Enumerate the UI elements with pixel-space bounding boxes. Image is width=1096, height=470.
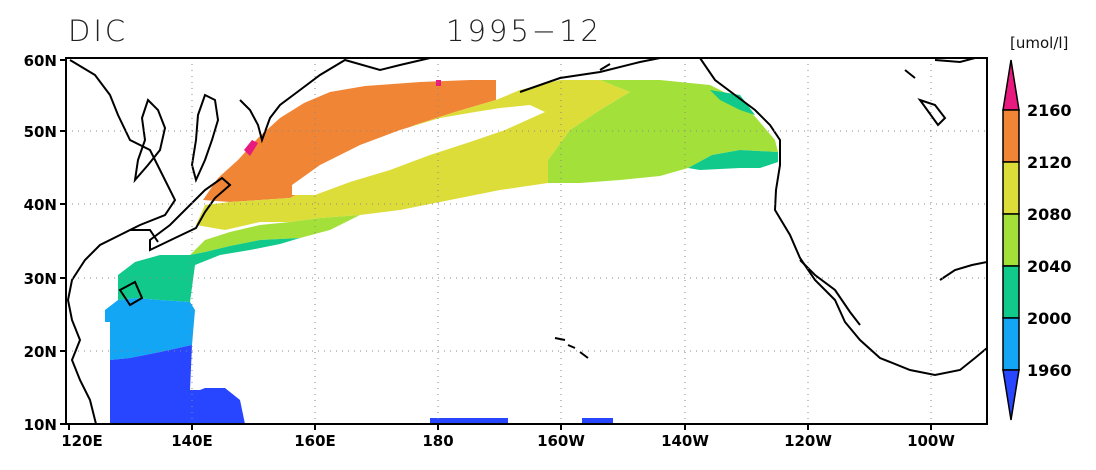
lat-tick-label: 60N xyxy=(24,52,57,70)
period-title: 1995−12 xyxy=(446,14,603,48)
dic-field xyxy=(66,58,987,424)
lon-tick-label: 160W xyxy=(537,432,585,450)
lat-tick-label: 40N xyxy=(24,196,57,214)
contour-1960-2000 xyxy=(105,298,195,360)
colorbar-label: 2120 xyxy=(1027,153,1072,172)
coastlines xyxy=(66,58,987,424)
colorbar-segment xyxy=(1002,317,1020,371)
lon-tick-label: 140W xyxy=(661,432,709,450)
lon-tick-label: 140E xyxy=(171,432,213,450)
contour-2120-2160 xyxy=(203,80,496,202)
contour-2000-2040 xyxy=(118,90,778,302)
colorbar xyxy=(1002,59,1020,421)
lat-tick-label: 50N xyxy=(24,123,57,141)
contour-below-1960 xyxy=(110,345,613,424)
lon-tick-label: 180 xyxy=(422,432,453,450)
lon-tick-label: 120W xyxy=(784,432,832,450)
colorbar-segment xyxy=(1002,161,1020,215)
colorbar-segment xyxy=(1002,369,1020,421)
lat-tick-label: 30N xyxy=(24,270,57,288)
colorbar-label: 2000 xyxy=(1027,309,1072,328)
colorbar-label: 2040 xyxy=(1027,257,1072,276)
lat-tick-label: 10N xyxy=(24,416,57,434)
lat-tick-label: 20N xyxy=(24,343,57,361)
lon-tick-label: 120E xyxy=(61,432,103,450)
colorbar-segment xyxy=(1002,265,1020,319)
colorbar-segment xyxy=(1002,59,1020,111)
variable-title: DIC xyxy=(68,14,129,48)
lon-tick-label: 160E xyxy=(294,432,336,450)
contour-2040-2080 xyxy=(190,80,778,255)
colorbar-label: 2160 xyxy=(1027,101,1072,120)
colorbar-label: 2080 xyxy=(1027,205,1072,224)
data-gap-north xyxy=(292,105,545,195)
colorbar-label: 1960 xyxy=(1027,361,1072,380)
colorbar-segment xyxy=(1002,213,1020,267)
lon-tick-label: 100W xyxy=(907,432,955,450)
graticule xyxy=(66,58,987,424)
units-label: [umol/l] xyxy=(1010,34,1069,52)
colorbar-segment xyxy=(1002,109,1020,163)
axis-ticks xyxy=(60,59,932,430)
map-frame xyxy=(65,57,988,425)
